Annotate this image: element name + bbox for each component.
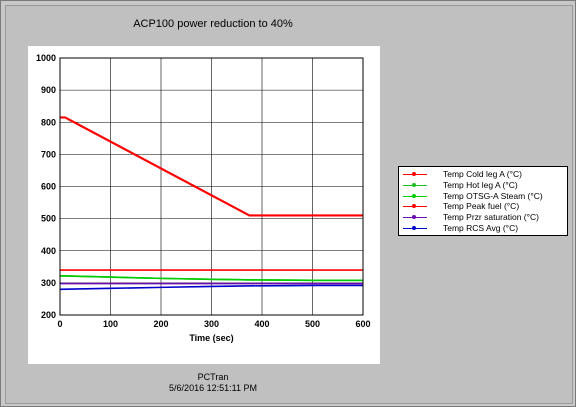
legend-marker-icon	[412, 204, 416, 209]
series-lines	[59, 116, 363, 291]
footer-timestamp: 5/6/2016 12:51:11 PM	[169, 383, 257, 393]
line-chart: 200 300 400 500 600 700 800 900 1000 0 100 200 300 4…	[36, 53, 371, 343]
x-axis-label: Time (sec)	[189, 333, 233, 343]
x-tick-label: 200	[153, 319, 168, 329]
series-line-3	[59, 275, 363, 282]
y-tick-label: 900	[41, 85, 56, 95]
x-tick-label: 400	[254, 319, 269, 329]
legend-label: Temp Cold leg A (°C)	[443, 169, 522, 179]
y-tick-labels: 200 300 400 500 600 700 800 900 1000	[36, 53, 56, 320]
legend-item: Temp Peak fuel (°C)	[399, 201, 567, 211]
y-tick-label: 800	[41, 117, 56, 127]
legend: Temp Cold leg A (°C) Temp Hot leg A (°C) T…	[398, 166, 568, 236]
y-tick-label: 300	[41, 278, 56, 288]
plot-border	[59, 57, 364, 316]
x-tick-label: 300	[204, 319, 219, 329]
x-tick-labels: 0 100 200 300 400 500 600	[57, 319, 370, 329]
legend-label: Temp RCS Avg (°C)	[443, 223, 519, 233]
x-tick-label: 500	[305, 319, 320, 329]
legend-item: Temp Cold leg A (°C)	[399, 169, 567, 179]
footer-app-name: PCTran	[197, 372, 229, 382]
legend-marker-icon	[412, 215, 416, 220]
x-tick-label: 0	[57, 319, 62, 329]
x-tick-label: 600	[355, 319, 370, 329]
legend-marker-icon	[412, 193, 416, 198]
series-line-6	[59, 284, 363, 291]
report-panel: ACP100 power reduction to 40% 200 300 400 5…	[5, 5, 573, 404]
legend-label: Temp Peak fuel (°C)	[443, 201, 520, 212]
y-tick-label: 1000	[36, 53, 56, 63]
legend-item: Temp Hot leg A (°C)	[399, 180, 567, 190]
y-tick-label: 400	[41, 246, 56, 256]
legend-marker-icon	[412, 226, 416, 230]
legend-item: Temp Przr saturation (°C)	[399, 212, 567, 222]
legend-marker-icon	[412, 172, 416, 176]
legend-label: Temp Hot leg A (°C)	[443, 179, 518, 190]
y-tick-label: 600	[41, 182, 56, 192]
y-tick-label: 500	[41, 214, 56, 224]
legend-marker-icon	[412, 182, 416, 187]
legend-item: Temp OTSG-A Steam (°C)	[399, 191, 567, 201]
legend-label: Temp Przr saturation (°C)	[443, 212, 539, 223]
plot-background	[28, 46, 380, 364]
x-tick-label: 100	[103, 319, 118, 329]
y-tick-label: 200	[41, 310, 56, 320]
series-line-4	[60, 116, 363, 217]
legend-label: Temp OTSG-A Steam (°C)	[443, 190, 543, 201]
legend-item: Temp RCS Avg (°C)	[399, 223, 567, 233]
y-tick-label: 700	[41, 149, 56, 159]
chart-title: ACP100 power reduction to 40%	[133, 18, 293, 30]
